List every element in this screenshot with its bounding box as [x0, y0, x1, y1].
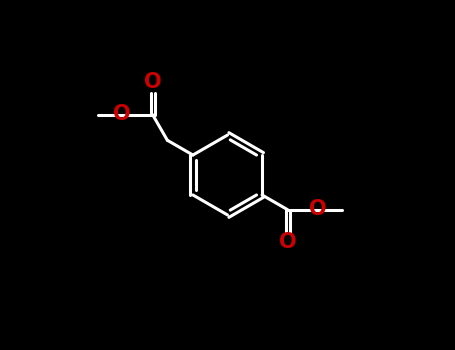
Text: O: O	[113, 104, 131, 124]
Text: O: O	[144, 72, 162, 92]
Text: O: O	[309, 199, 327, 219]
Text: O: O	[279, 232, 297, 252]
